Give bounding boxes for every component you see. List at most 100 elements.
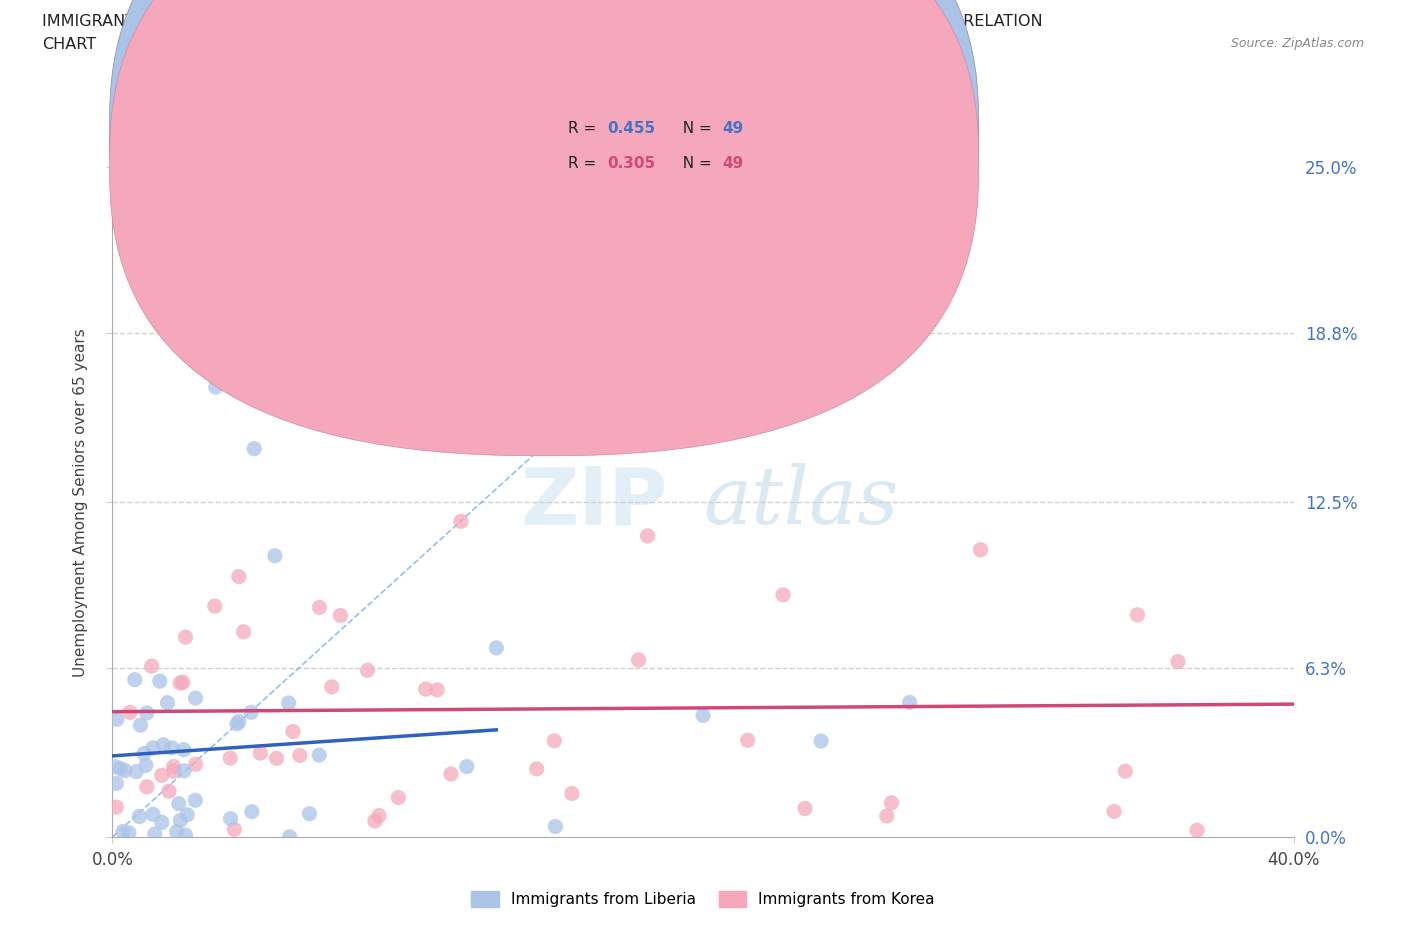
Point (166, 824, 188, 839)
Text: 0.305: 0.305 (607, 156, 655, 171)
Point (118, 825, 141, 840)
Point (278, 830, 301, 844)
Point (135, 706, 157, 721)
Point (169, 676, 191, 691)
Point (298, 806, 321, 821)
Point (184, 792, 207, 807)
Point (969, 542, 991, 557)
Point (174, 828, 197, 843)
Point (288, 748, 311, 763)
Point (440, 766, 463, 781)
Point (543, 734, 565, 749)
Point (450, 514, 472, 529)
Point (111, 824, 134, 839)
Point (264, 549, 287, 564)
Point (149, 673, 172, 688)
Point (142, 740, 165, 755)
Point (141, 658, 163, 673)
Text: ZIP: ZIP (520, 463, 668, 541)
Point (1114, 764, 1136, 778)
Point (228, 569, 250, 584)
Point (104, 759, 127, 774)
Point (515, 321, 537, 336)
Point (135, 779, 157, 794)
Point (105, 800, 128, 815)
Point (129, 718, 152, 733)
Point (810, 734, 832, 749)
Text: N =: N = (673, 121, 717, 136)
Point (637, 528, 659, 543)
Point (526, 762, 548, 777)
Point (356, 663, 378, 678)
Point (243, 441, 266, 456)
Point (167, 796, 190, 811)
Point (561, 786, 583, 801)
Point (224, 822, 246, 837)
Point (125, 764, 148, 779)
Text: 49: 49 (723, 156, 744, 171)
Point (1185, 823, 1208, 838)
Point (240, 705, 263, 720)
Point (160, 740, 183, 755)
Point (135, 758, 157, 773)
Point (128, 809, 150, 824)
Point (150, 815, 173, 830)
Point (143, 827, 166, 842)
Point (219, 751, 242, 765)
Point (1102, 804, 1125, 818)
Point (176, 807, 198, 822)
Point (876, 808, 898, 823)
Text: N =: N = (673, 156, 717, 171)
Point (228, 714, 250, 729)
Point (308, 600, 330, 615)
Point (173, 742, 195, 757)
Point (772, 588, 794, 603)
Point (162, 759, 184, 774)
Point (169, 813, 191, 828)
Point (114, 764, 136, 778)
Point (124, 672, 146, 687)
Text: IMMIGRANTS FROM LIBERIA VS IMMIGRANTS FROM KOREA UNEMPLOYMENT AMONG SENIORS OVER: IMMIGRANTS FROM LIBERIA VS IMMIGRANTS FR… (42, 14, 1043, 29)
Y-axis label: Unemployment Among Seniors over 65 years: Unemployment Among Seniors over 65 years (73, 328, 89, 677)
Point (184, 757, 207, 772)
Point (152, 737, 174, 752)
Legend: Immigrants from Liberia, Immigrants from Korea: Immigrants from Liberia, Immigrants from… (465, 884, 941, 913)
Point (387, 790, 409, 805)
Text: atlas: atlas (703, 463, 898, 541)
Point (142, 807, 165, 822)
Point (150, 768, 173, 783)
Point (172, 675, 194, 690)
Point (184, 691, 207, 706)
Point (281, 724, 304, 739)
Point (485, 641, 508, 656)
Point (118, 705, 141, 720)
Point (266, 751, 288, 765)
Point (308, 748, 330, 763)
Point (134, 746, 156, 761)
Point (1126, 607, 1149, 622)
Point (415, 682, 437, 697)
Point (1167, 654, 1189, 669)
Point (426, 683, 449, 698)
Point (226, 716, 249, 731)
Point (110, 761, 132, 776)
Text: 49: 49 (723, 121, 744, 136)
Point (174, 630, 197, 644)
Point (156, 696, 179, 711)
Point (737, 733, 759, 748)
Point (240, 804, 263, 819)
Point (204, 599, 226, 614)
Text: 0.455: 0.455 (607, 121, 655, 136)
Point (544, 819, 567, 834)
Point (364, 814, 387, 829)
Text: R =: R = (568, 156, 602, 171)
Point (277, 696, 299, 711)
Text: CHART: CHART (42, 37, 96, 52)
Point (157, 784, 180, 799)
Point (368, 808, 391, 823)
Text: R =: R = (568, 121, 602, 136)
Text: Source: ZipAtlas.com: Source: ZipAtlas.com (1230, 37, 1364, 50)
Point (898, 695, 921, 710)
Point (105, 776, 128, 790)
Point (627, 653, 650, 668)
